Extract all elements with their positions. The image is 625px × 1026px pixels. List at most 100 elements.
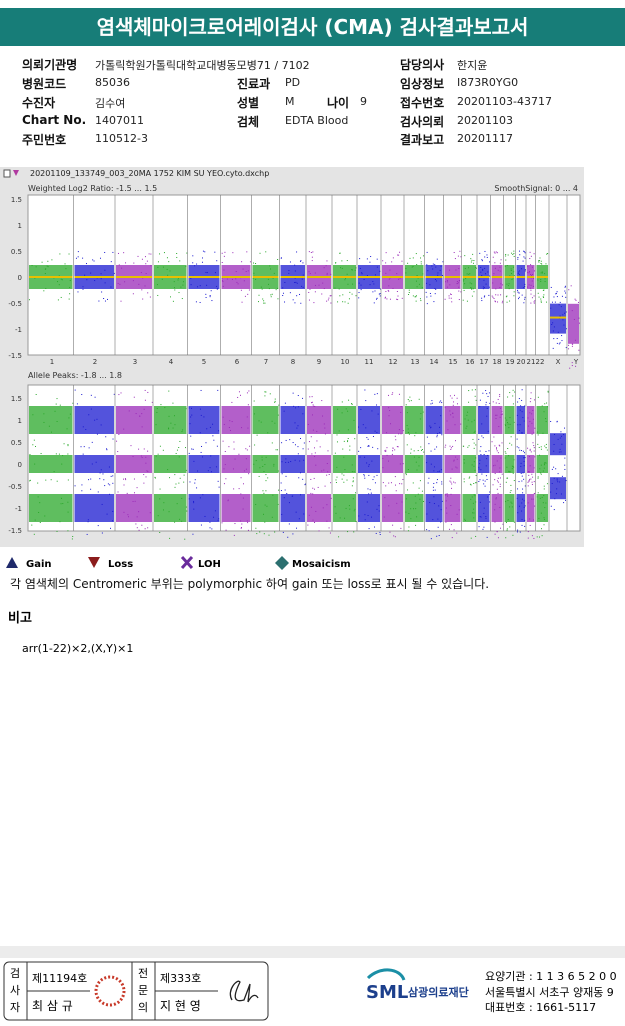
signal-dot <box>439 470 441 472</box>
signal-band <box>536 494 548 522</box>
signal-dot <box>352 269 354 271</box>
signal-dot <box>44 268 46 270</box>
signal-dot <box>159 498 161 500</box>
signal-dot <box>436 479 438 481</box>
signal-dot <box>412 508 414 510</box>
signal-band <box>504 455 515 473</box>
signal-dot <box>475 457 477 459</box>
signal-dot <box>471 259 473 261</box>
signal-dot <box>499 266 501 268</box>
signal-dot <box>488 294 490 296</box>
signal-dot <box>253 463 255 465</box>
signal-band <box>516 494 525 522</box>
signal-dot <box>551 323 553 325</box>
signal-dot <box>51 259 53 261</box>
signal-dot <box>436 446 438 448</box>
signal-dot <box>141 524 143 526</box>
signal-dot <box>506 466 508 468</box>
signal-dot <box>536 431 538 433</box>
signal-dot <box>328 527 330 529</box>
signal-dot <box>308 299 310 301</box>
signal-dot <box>157 261 159 263</box>
signal-dot <box>407 428 409 430</box>
signal-dot <box>154 476 156 478</box>
signal-dot <box>460 423 462 425</box>
signal-dot <box>326 520 328 522</box>
signal-band <box>307 406 331 434</box>
signal-dot <box>299 460 301 462</box>
signal-dot <box>314 284 316 286</box>
signal-dot <box>221 280 223 282</box>
signal-dot <box>480 454 482 456</box>
signal-dot <box>323 288 325 290</box>
signal-dot <box>502 284 504 286</box>
signal-dot <box>103 479 105 481</box>
signal-dot <box>397 254 399 256</box>
signal-dot <box>510 436 512 438</box>
signal-dot <box>484 267 486 269</box>
signal-dot <box>488 392 490 394</box>
field-value: 20201103 <box>457 114 513 127</box>
signal-dot <box>93 260 95 262</box>
phone: 대표번호 : 1661-5117 <box>485 1001 596 1014</box>
signal-dot <box>192 533 194 535</box>
signal-dot <box>218 486 220 488</box>
signal-dot <box>318 284 320 286</box>
signal-dot <box>456 458 458 460</box>
signal-dot <box>315 464 317 466</box>
mosaic-icon <box>275 556 289 570</box>
signal-dot <box>400 433 402 435</box>
signal-dot <box>321 400 323 402</box>
signal-dot <box>43 421 45 423</box>
signal-dot <box>565 311 567 313</box>
signal-dot <box>518 250 520 252</box>
chromosome-label: 20 <box>517 358 526 366</box>
signal-dot <box>532 476 534 478</box>
signal-dot <box>530 264 532 266</box>
signal-band <box>116 406 152 434</box>
signal-dot <box>278 404 280 406</box>
signal-dot <box>481 259 483 261</box>
signal-dot <box>507 422 509 424</box>
signal-dot <box>466 414 468 416</box>
signal-dot <box>444 446 446 448</box>
signal-dot <box>440 509 442 511</box>
signal-dot <box>185 506 187 508</box>
signal-dot <box>511 279 513 281</box>
signal-dot <box>285 461 287 463</box>
signal-band <box>478 455 490 473</box>
signal-dot <box>289 292 291 294</box>
signal-dot <box>530 392 532 394</box>
signal-dot <box>137 255 139 257</box>
signal-dot <box>297 425 299 427</box>
signal-dot <box>457 255 459 257</box>
signal-dot <box>283 497 285 499</box>
signal-dot <box>287 536 289 538</box>
signal-dot <box>110 286 112 288</box>
signal-dot <box>422 411 424 413</box>
signal-dot <box>524 485 526 487</box>
signal-dot <box>374 274 376 276</box>
signal-dot <box>32 444 34 446</box>
signal-dot <box>172 300 174 302</box>
signal-dot <box>138 529 140 531</box>
signal-dot <box>492 465 494 467</box>
signal-dot <box>497 537 499 539</box>
signal-dot <box>398 512 400 514</box>
signal-dot <box>509 471 511 473</box>
signal-dot <box>524 270 526 272</box>
signal-dot <box>564 499 566 501</box>
signal-dot <box>83 446 85 448</box>
signal-dot <box>479 501 481 503</box>
signal-dot <box>408 291 410 293</box>
signal-dot <box>295 511 297 513</box>
signal-dot <box>564 285 566 287</box>
signal-dot <box>475 267 477 269</box>
signal-dot <box>562 314 564 316</box>
tick-label: 1 <box>18 417 22 425</box>
signal-dot <box>505 253 507 255</box>
signal-dot <box>384 450 386 452</box>
signal-dot <box>485 401 487 403</box>
signal-dot <box>468 401 470 403</box>
signal-dot <box>556 479 558 481</box>
